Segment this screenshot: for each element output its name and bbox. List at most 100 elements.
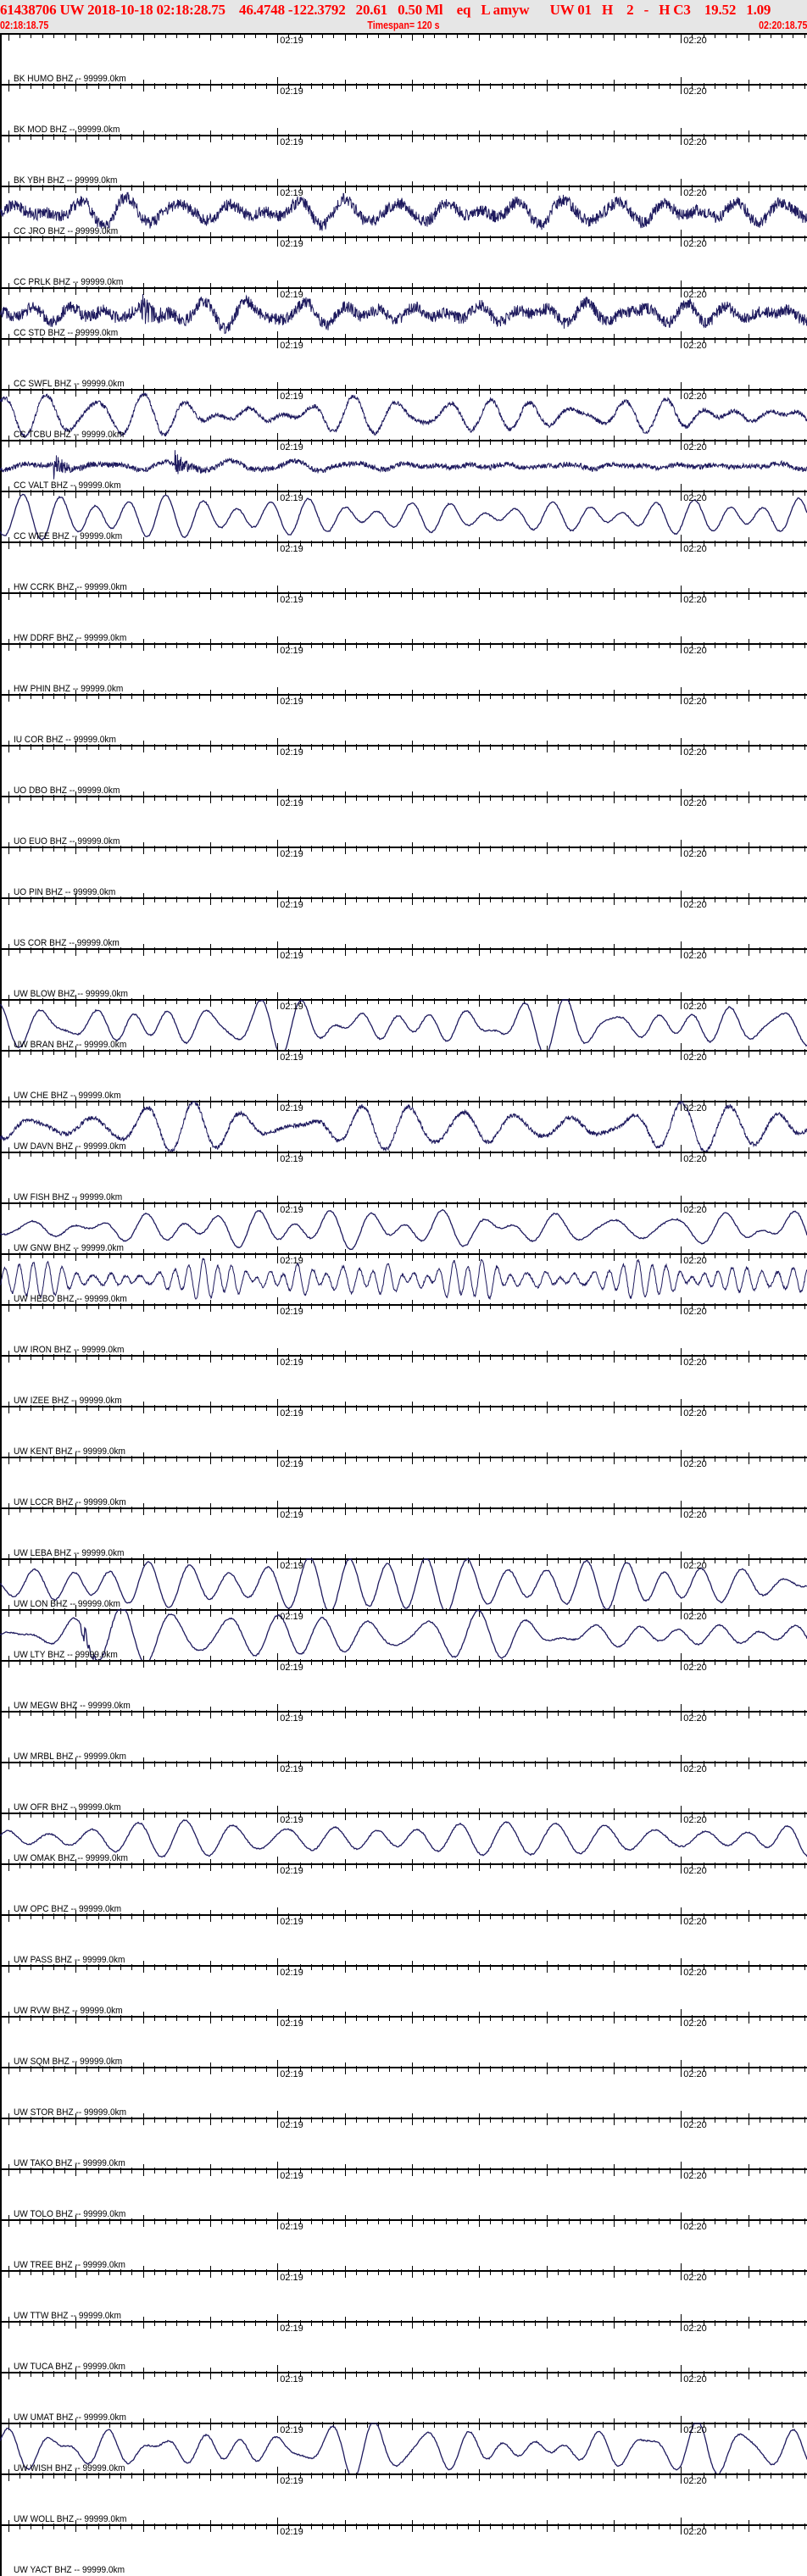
time-ticks	[8, 2365, 805, 2382]
time-tick-label: 02:20	[683, 442, 707, 452]
time-tick-label: 02:19	[280, 2425, 303, 2435]
time-tick-label: 02:19	[280, 798, 303, 808]
time-tick-label: 02:19	[280, 188, 303, 198]
time-ticks	[8, 2416, 805, 2433]
time-ticks	[8, 1501, 805, 1518]
time-tick-label: 02:20	[683, 239, 707, 249]
station-label: UW IZEE BHZ -- 99999.0km	[14, 1396, 122, 1406]
time-tick-label: 02:19	[280, 1307, 303, 1317]
time-tick-label: 02:20	[683, 646, 707, 656]
station-label: CC TCBU BHZ -- 99999.0km	[14, 430, 125, 440]
time-tick-label: 02:20	[683, 1357, 707, 1368]
time-tick-label: 02:20	[683, 2425, 707, 2435]
time-ticks	[8, 1857, 805, 1874]
time-ticks	[8, 331, 805, 348]
station-label: CC PRLK BHZ -- 99999.0km	[14, 277, 124, 287]
waveform-trace	[0, 1818, 807, 1858]
time-ticks	[8, 941, 805, 958]
time-tick-label: 02:20	[683, 290, 707, 300]
time-tick-label: 02:20	[683, 2527, 707, 2537]
time-ticks	[8, 636, 805, 653]
station-label: HW CCRK BHZ -- 99999.0km	[14, 582, 127, 592]
time-tick-label: 02:19	[280, 391, 303, 402]
waveform-trace	[0, 999, 807, 1052]
time-ticks	[8, 1297, 805, 1314]
station-label: CC WIFE BHZ -- 99999.0km	[14, 531, 123, 541]
station-label: UW TTW BHZ -- 99999.0km	[14, 2311, 121, 2321]
time-ticks	[8, 179, 805, 196]
station-label: UW BRAN BHZ -- 99999.0km	[14, 1040, 127, 1050]
time-ticks	[8, 2314, 805, 2331]
time-ticks	[8, 433, 805, 450]
time-tick-label: 02:19	[280, 1408, 303, 1418]
time-tick-label: 02:19	[280, 1866, 303, 1876]
waveform-trace	[0, 1257, 807, 1301]
time-tick-label: 02:20	[683, 1459, 707, 1469]
time-tick-label: 02:20	[683, 1205, 707, 1215]
station-label: BK MOD BHZ -- 99999.0km	[14, 125, 120, 135]
time-ticks	[8, 2263, 805, 2280]
station-label: UW PASS BHZ -- 99999.0km	[14, 1955, 125, 1965]
time-ticks	[8, 1094, 805, 1111]
time-ticks	[8, 2009, 805, 2026]
station-label: UW TAKO BHZ -- 99999.0km	[14, 2158, 125, 2168]
station-label: UW MEGW BHZ -- 99999.0km	[14, 1701, 131, 1711]
time-ticks	[8, 230, 805, 247]
time-tick-label: 02:20	[683, 544, 707, 554]
time-tick-label: 02:19	[280, 86, 303, 97]
station-label: UW IRON BHZ -- 99999.0km	[14, 1345, 125, 1355]
time-ticks	[8, 77, 805, 94]
time-tick-label: 02:20	[683, 2069, 707, 2079]
time-ticks	[8, 280, 805, 297]
station-label: UW CHE BHZ -- 99999.0km	[14, 1091, 121, 1101]
time-ticks	[8, 1704, 805, 1721]
station-label: UW BLOW BHZ -- 99999.0km	[14, 989, 128, 999]
timespan: Timespan= 120 s	[367, 19, 440, 31]
station-label: UW LON BHZ -- 99999.0km	[14, 1599, 120, 1609]
time-ticks	[8, 1450, 805, 1467]
time-tick-label: 02:19	[280, 1815, 303, 1825]
time-tick-label: 02:20	[683, 86, 707, 97]
time-tick-label: 02:20	[683, 2120, 707, 2130]
time-tick-label: 02:20	[683, 1052, 707, 1063]
time-tick-label: 02:20	[683, 1815, 707, 1825]
time-tick-label: 02:19	[280, 2171, 303, 2181]
time-tick-label: 02:20	[683, 2018, 707, 2029]
station-label: IU COR BHZ -- 99999.0km	[14, 735, 116, 745]
time-tick-label: 02:19	[280, 697, 303, 707]
station-label: UW OFR BHZ -- 99999.0km	[14, 1802, 121, 1813]
time-tick-label: 02:19	[280, 290, 303, 300]
waveform-trace	[0, 392, 807, 438]
time-tick-label: 02:20	[683, 188, 707, 198]
station-label: UW UMAT BHZ -- 99999.0km	[14, 2412, 126, 2423]
time-ticks	[8, 1399, 805, 1416]
station-label: UW OPC BHZ -- 99999.0km	[14, 1904, 122, 1914]
time-tick-label: 02:19	[280, 1510, 303, 1520]
waveform-trace	[0, 1558, 807, 1611]
time-tick-label: 02:20	[683, 1510, 707, 1520]
event-title: 61438706 UW 2018-10-18 02:18:28.75 46.47…	[0, 2, 771, 18]
time-tick-label: 02:20	[683, 36, 707, 46]
time-tick-label: 02:19	[280, 2323, 303, 2334]
time-tick-label: 02:19	[280, 1002, 303, 1012]
station-label: UO PIN BHZ -- 99999.0km	[14, 887, 116, 897]
station-label: UW RVW BHZ -- 99999.0km	[14, 2006, 123, 2016]
station-label: UO EUO BHZ -- 99999.0km	[14, 836, 120, 847]
station-label: HW DDRF BHZ -- 99999.0km	[14, 633, 127, 643]
time-tick-label: 02:19	[280, 900, 303, 910]
waveform-trace	[0, 294, 807, 334]
time-tick-label: 02:19	[280, 595, 303, 605]
station-label: UW LEBA BHZ -- 99999.0km	[14, 1548, 125, 1558]
time-tick-label: 02:20	[683, 2273, 707, 2283]
time-tick-label: 02:19	[280, 1103, 303, 1113]
time-ticks	[8, 586, 805, 602]
time-tick-label: 02:20	[683, 391, 707, 402]
time-tick-label: 02:19	[280, 1205, 303, 1215]
time-ticks	[8, 484, 805, 501]
time-tick-label: 02:19	[280, 2273, 303, 2283]
station-label: UW YACT BHZ -- 99999.0km	[14, 2565, 125, 2575]
time-tick-label: 02:20	[683, 900, 707, 910]
station-label: UW TREE BHZ -- 99999.0km	[14, 2260, 125, 2270]
time-tick-label: 02:19	[280, 1459, 303, 1469]
time-tick-label: 02:19	[280, 239, 303, 249]
